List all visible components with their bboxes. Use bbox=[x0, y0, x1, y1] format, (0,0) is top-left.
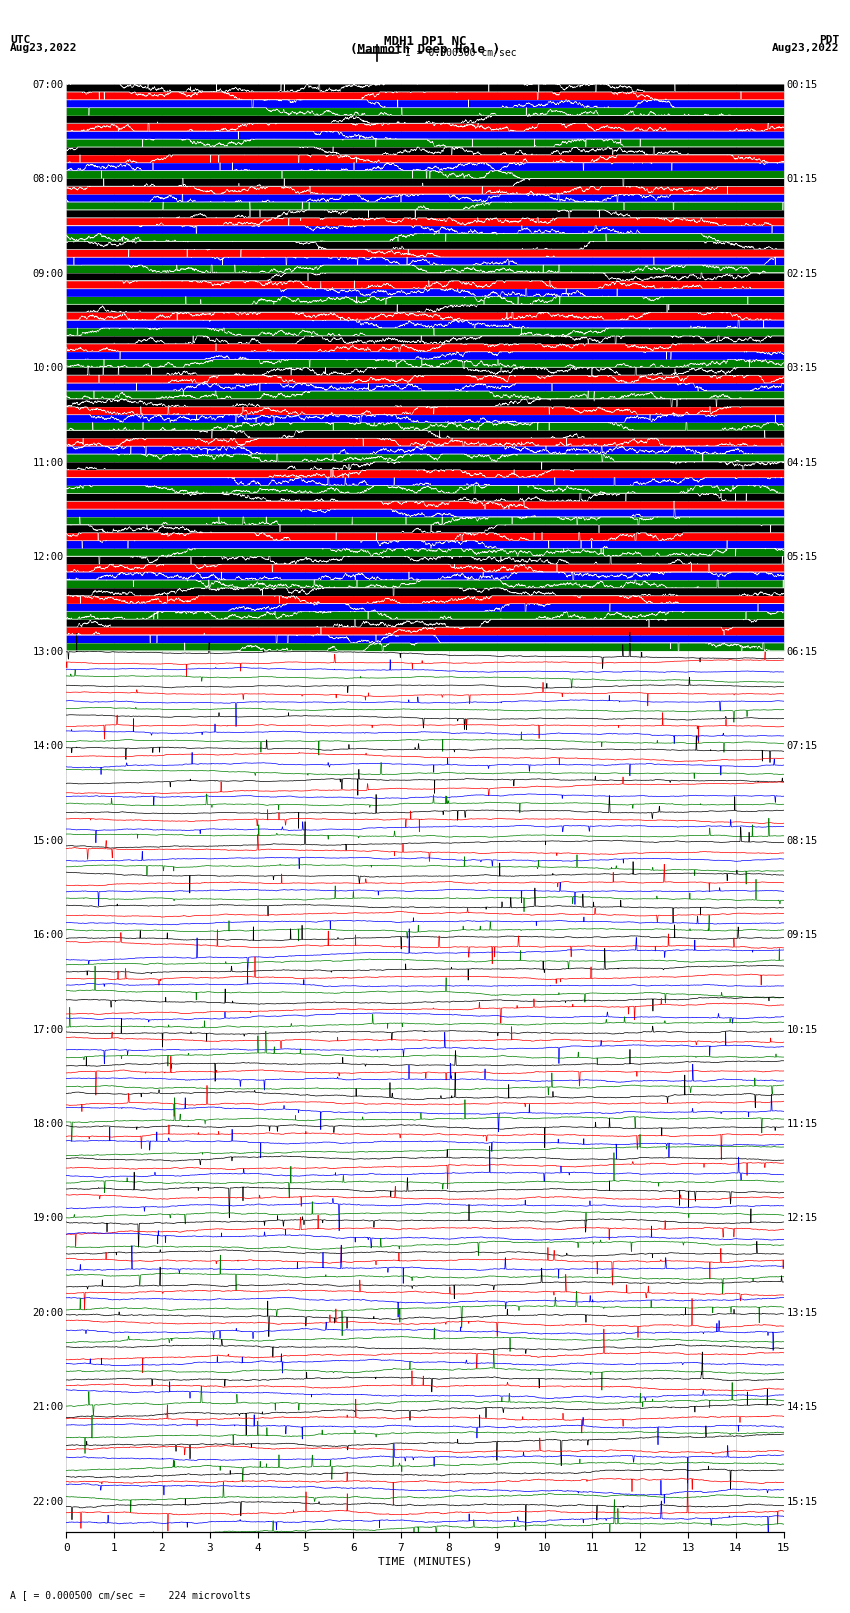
X-axis label: TIME (MINUTES): TIME (MINUTES) bbox=[377, 1557, 473, 1566]
Text: MDH1 DP1 NC: MDH1 DP1 NC bbox=[383, 35, 467, 48]
Text: Aug23,2022: Aug23,2022 bbox=[10, 44, 77, 53]
Text: Aug23,2022: Aug23,2022 bbox=[773, 44, 840, 53]
Text: UTC: UTC bbox=[10, 35, 31, 45]
Text: PDT: PDT bbox=[819, 35, 840, 45]
Text: I = 0.000500 cm/sec: I = 0.000500 cm/sec bbox=[405, 48, 516, 58]
Text: A [ = 0.000500 cm/sec =    224 microvolts: A [ = 0.000500 cm/sec = 224 microvolts bbox=[10, 1590, 251, 1600]
Text: (Mammoth Deep Hole ): (Mammoth Deep Hole ) bbox=[350, 44, 500, 56]
